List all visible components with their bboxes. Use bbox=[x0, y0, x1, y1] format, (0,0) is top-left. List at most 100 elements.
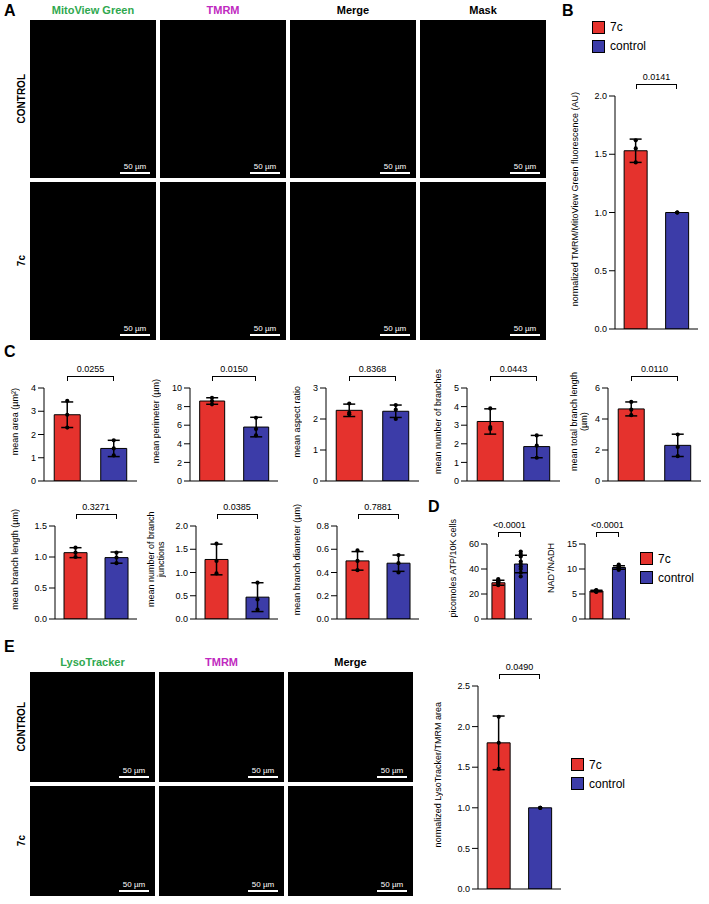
svg-text:2: 2 bbox=[31, 430, 36, 440]
html-text:0.0443: 0.0443 bbox=[499, 364, 528, 374]
svg-text:0: 0 bbox=[595, 476, 600, 486]
svg-text:8: 8 bbox=[177, 402, 182, 412]
svg-text:0: 0 bbox=[454, 476, 459, 486]
html-text:7c: 7c bbox=[658, 551, 671, 566]
svg-text:0: 0 bbox=[31, 476, 36, 486]
svg-text:0.0: 0.0 bbox=[457, 884, 470, 894]
html-text:Merge: Merge bbox=[336, 4, 370, 16]
html-text:mean total branch length (µm): mean total branch length (µm) bbox=[569, 372, 589, 471]
svg-text:1.5: 1.5 bbox=[34, 521, 47, 531]
svg-text:1.5: 1.5 bbox=[594, 149, 607, 159]
svg-text:2.5: 2.5 bbox=[457, 681, 470, 691]
html-text:mean number of branches: mean number of branches bbox=[433, 369, 443, 474]
svg-text:0: 0 bbox=[572, 614, 577, 624]
svg-text:1: 1 bbox=[31, 453, 36, 463]
html-text:mean perimeter (µm): mean perimeter (µm) bbox=[151, 379, 161, 464]
html-text:mean branch length (µm): mean branch length (µm) bbox=[10, 509, 20, 610]
html-text:7c: 7c bbox=[589, 757, 602, 772]
svg-text:4: 4 bbox=[454, 402, 459, 412]
svg-text:2: 2 bbox=[595, 445, 600, 455]
svg-text:4: 4 bbox=[595, 414, 600, 424]
svg-text:20: 20 bbox=[469, 589, 479, 599]
html-text:Mask: Mask bbox=[469, 4, 497, 16]
svg-text:1.5: 1.5 bbox=[175, 544, 188, 554]
svg-text:0.0: 0.0 bbox=[594, 324, 607, 334]
html-text:mean aspect ratio: mean aspect ratio bbox=[292, 385, 302, 458]
svg-text:10: 10 bbox=[172, 383, 182, 393]
svg-text:15: 15 bbox=[567, 539, 577, 549]
svg-text:0.5: 0.5 bbox=[175, 591, 188, 601]
svg-text:5: 5 bbox=[572, 589, 577, 599]
html-text:TMRM: TMRM bbox=[206, 4, 240, 16]
html-text:0.8368: 0.8368 bbox=[358, 364, 387, 374]
html-text:Merge: Merge bbox=[334, 656, 367, 668]
html-text:mean area (µm²): mean area (µm²) bbox=[10, 387, 20, 456]
html-text:0.0150: 0.0150 bbox=[220, 364, 248, 374]
svg-text:40: 40 bbox=[469, 564, 479, 574]
svg-text:5: 5 bbox=[454, 383, 459, 393]
html-text:7c: 7c bbox=[610, 20, 623, 34]
svg-text:0: 0 bbox=[313, 476, 318, 486]
html-text:0.7881: 0.7881 bbox=[364, 502, 392, 512]
html-text:mean branch diameter (µm): mean branch diameter (µm) bbox=[292, 503, 302, 616]
html-text:LysoTracker: LysoTracker bbox=[60, 656, 125, 668]
html-text:control: control bbox=[658, 570, 694, 585]
svg-text:3: 3 bbox=[313, 383, 318, 393]
svg-text:3: 3 bbox=[454, 420, 459, 430]
html-text:CONTROL: CONTROL bbox=[15, 702, 27, 752]
svg-text:10: 10 bbox=[567, 564, 577, 574]
svg-text:0.5: 0.5 bbox=[594, 266, 607, 276]
html-text:mean number of branch junction: mean number of branch junctions bbox=[146, 511, 166, 608]
html-text:D: D bbox=[428, 498, 440, 515]
html-text:picomoles ATP/10K cells: picomoles ATP/10K cells bbox=[448, 519, 458, 618]
svg-text:2.0: 2.0 bbox=[175, 521, 188, 531]
svg-text:4: 4 bbox=[177, 439, 182, 449]
html-text:MitoView Green: MitoView Green bbox=[51, 4, 135, 16]
html-text:<0.0001: <0.0001 bbox=[493, 520, 526, 530]
svg-text:0: 0 bbox=[474, 614, 479, 624]
svg-text:6: 6 bbox=[177, 420, 182, 430]
svg-text:0.8: 0.8 bbox=[316, 521, 329, 531]
svg-text:0.0: 0.0 bbox=[175, 614, 188, 624]
html-text:normalized TMRM/MitoView Green: normalized TMRM/MitoView Green fluoresce… bbox=[570, 92, 580, 307]
html-text:control: control bbox=[610, 39, 646, 53]
svg-text:4: 4 bbox=[31, 383, 36, 393]
svg-text:0.2: 0.2 bbox=[316, 591, 329, 601]
html-text:C: C bbox=[4, 343, 16, 360]
html-text:0.3271: 0.3271 bbox=[82, 502, 110, 512]
html-text:E: E bbox=[4, 638, 15, 655]
svg-text:2.0: 2.0 bbox=[594, 91, 607, 101]
html-text:A: A bbox=[4, 2, 16, 19]
html-text:0.0110: 0.0110 bbox=[641, 364, 668, 374]
html-text:TMRM: TMRM bbox=[205, 656, 238, 668]
html-text:B: B bbox=[562, 2, 574, 19]
svg-text:2: 2 bbox=[313, 414, 318, 424]
svg-text:0.0: 0.0 bbox=[316, 614, 329, 624]
svg-text:1.0: 1.0 bbox=[34, 552, 47, 562]
html-text:0.0141: 0.0141 bbox=[642, 72, 671, 82]
svg-text:6: 6 bbox=[595, 383, 600, 393]
svg-text:0.5: 0.5 bbox=[34, 583, 47, 593]
svg-text:0.6: 0.6 bbox=[316, 544, 329, 554]
svg-text:1.0: 1.0 bbox=[457, 803, 470, 813]
svg-text:1.0: 1.0 bbox=[594, 208, 607, 218]
svg-text:2: 2 bbox=[177, 458, 182, 468]
html-text:7c: 7c bbox=[15, 835, 27, 847]
svg-text:0: 0 bbox=[177, 476, 182, 486]
svg-text:2: 2 bbox=[454, 439, 459, 449]
svg-text:1: 1 bbox=[454, 458, 459, 468]
svg-text:0.0: 0.0 bbox=[34, 614, 47, 624]
svg-text:0.5: 0.5 bbox=[457, 844, 470, 854]
svg-text:1: 1 bbox=[313, 445, 318, 455]
svg-text:3: 3 bbox=[31, 406, 36, 416]
html-text:0.0255: 0.0255 bbox=[76, 364, 105, 374]
html-text:CONTROL: CONTROL bbox=[15, 74, 27, 124]
html-text:7c: 7c bbox=[15, 255, 27, 267]
svg-text:2.0: 2.0 bbox=[457, 722, 470, 732]
html-text:control: control bbox=[589, 776, 625, 791]
svg-text:1.0: 1.0 bbox=[175, 568, 188, 578]
svg-text:1.5: 1.5 bbox=[457, 762, 470, 772]
html-text:0.0385: 0.0385 bbox=[223, 502, 251, 512]
svg-text:60: 60 bbox=[469, 539, 479, 549]
svg-text:0.4: 0.4 bbox=[316, 568, 329, 578]
